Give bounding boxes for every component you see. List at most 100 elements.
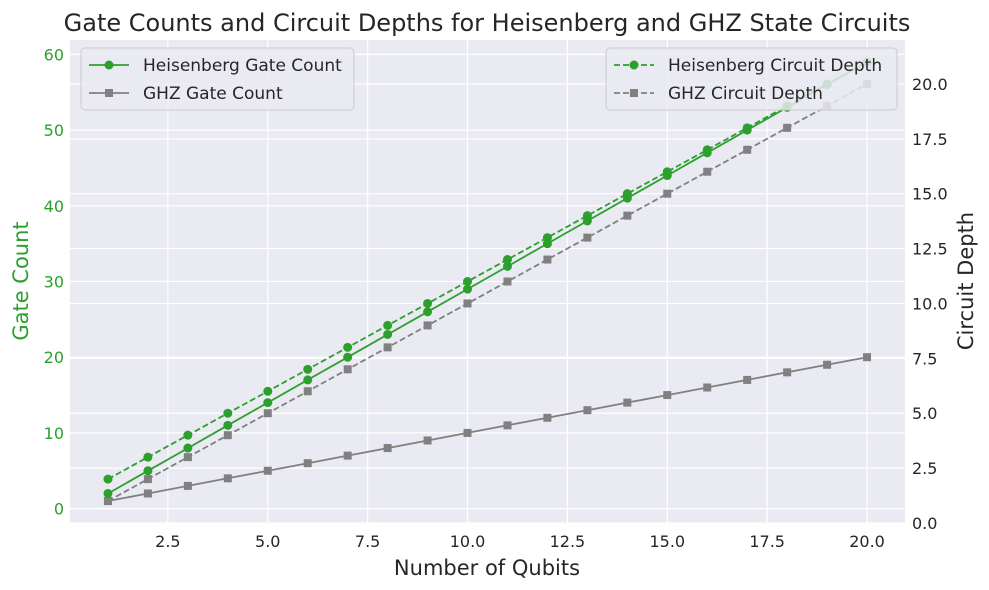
data-point: [103, 488, 113, 498]
data-point: [223, 420, 233, 430]
left-tick-label: 30: [44, 273, 64, 292]
data-point: [383, 444, 392, 453]
data-point: [263, 386, 273, 396]
data-point: [263, 466, 272, 475]
data-point: [143, 452, 153, 462]
right-axis-ticks: 0.0 2.5 5.0 7.5 10.0 12.5 15.0 17.5 20.0: [912, 75, 948, 533]
left-tick-label: 50: [44, 121, 64, 140]
left-tick-label: 10: [44, 424, 64, 443]
data-point: [143, 489, 152, 498]
data-point: [143, 475, 152, 484]
data-point: [263, 398, 273, 408]
legend-marker: [630, 89, 638, 97]
legend-label: Heisenberg Gate Count: [143, 56, 342, 76]
data-point: [663, 391, 672, 400]
data-point: [582, 211, 592, 221]
data-point: [103, 497, 112, 506]
right-axis-label: Circuit Depth: [954, 212, 978, 350]
data-point: [502, 261, 512, 271]
right-tick-label: 7.5: [912, 349, 937, 368]
x-tick-label: 20.0: [849, 532, 885, 551]
data-point: [423, 321, 432, 330]
data-point: [622, 189, 632, 199]
data-point: [663, 189, 672, 198]
data-point: [223, 408, 233, 418]
grid-lines: [70, 40, 905, 524]
data-point: [623, 398, 632, 407]
data-point: [702, 145, 712, 155]
data-point: [703, 167, 712, 176]
series-ghz-gate-count: [103, 353, 872, 506]
data-point: [623, 211, 632, 220]
data-point: [343, 365, 352, 374]
series-line-heisenberg-gate-count: [107, 61, 868, 495]
series-ghz-circuit-depth: [103, 79, 872, 506]
data-point: [343, 342, 353, 352]
data-point: [383, 343, 392, 352]
legend-frame: [80, 47, 355, 111]
left-tick-label: 0: [54, 500, 64, 519]
data-point: [383, 320, 393, 330]
data-point: [303, 387, 312, 396]
right-tick-label: 5.0: [912, 404, 937, 423]
left-axis-label: Gate Count: [9, 221, 33, 340]
data-point: [183, 481, 192, 490]
data-point: [783, 123, 792, 132]
right-tick-label: 17.5: [912, 130, 948, 149]
data-point: [183, 430, 193, 440]
data-point: [743, 145, 752, 154]
right-tick-label: 10.0: [912, 294, 948, 313]
legend-marker: [105, 89, 113, 97]
data-point: [503, 421, 512, 430]
data-point: [583, 233, 592, 242]
right-tick-label: 20.0: [912, 75, 948, 94]
x-tick-label: 5.0: [255, 532, 280, 551]
data-point: [303, 375, 313, 385]
data-point: [703, 383, 712, 392]
series-line-ghz-gate-count: [107, 356, 868, 502]
series-line-heisenberg-circuit-depth: [107, 61, 868, 480]
legend-label: GHZ Gate Count: [143, 84, 283, 104]
data-point: [742, 123, 752, 133]
left-tick-label: 60: [44, 45, 64, 64]
legend-label: GHZ Circuit Depth: [668, 84, 823, 104]
data-point: [183, 443, 193, 453]
data-point: [303, 364, 313, 374]
data-point: [183, 453, 192, 462]
data-point: [423, 436, 432, 445]
data-point: [463, 277, 473, 286]
data-point: [463, 428, 472, 437]
data-point: [823, 360, 832, 369]
right-tick-label: 0.0: [912, 514, 937, 533]
data-point: [783, 368, 792, 377]
x-axis-label: Number of Qubits: [394, 556, 580, 580]
data-point: [103, 474, 113, 484]
legend-gate-count: Heisenberg Gate Count GHZ Gate Count: [80, 47, 355, 111]
data-point: [343, 451, 352, 460]
legend-frame: [605, 47, 898, 111]
data-point: [383, 329, 393, 339]
data-point: [143, 466, 153, 476]
left-tick-label: 20: [44, 348, 64, 367]
data-point: [502, 255, 512, 265]
left-axis-ticks: 0 10 20 30 40 50 60: [44, 45, 64, 518]
x-axis-ticks: 2.5 5.0 7.5 10.0 12.5 15.0 17.5 20.0: [155, 532, 885, 551]
right-tick-label: 15.0: [912, 185, 948, 204]
chart-title: Gate Counts and Circuit Depths for Heise…: [64, 9, 911, 37]
x-tick-label: 17.5: [749, 532, 785, 551]
x-tick-label: 10.0: [450, 532, 486, 551]
x-tick-label: 12.5: [550, 532, 586, 551]
data-point: [223, 431, 232, 440]
data-point: [423, 298, 433, 308]
data-point: [543, 255, 552, 264]
series-line-ghz-circuit-depth: [107, 83, 868, 502]
data-point: [263, 409, 272, 418]
data-point: [583, 406, 592, 415]
x-tick-label: 2.5: [155, 532, 180, 551]
data-point: [223, 474, 232, 483]
data-point: [662, 167, 672, 177]
left-tick-label: 40: [44, 197, 64, 216]
data-point: [463, 284, 473, 294]
data-point: [542, 233, 552, 243]
